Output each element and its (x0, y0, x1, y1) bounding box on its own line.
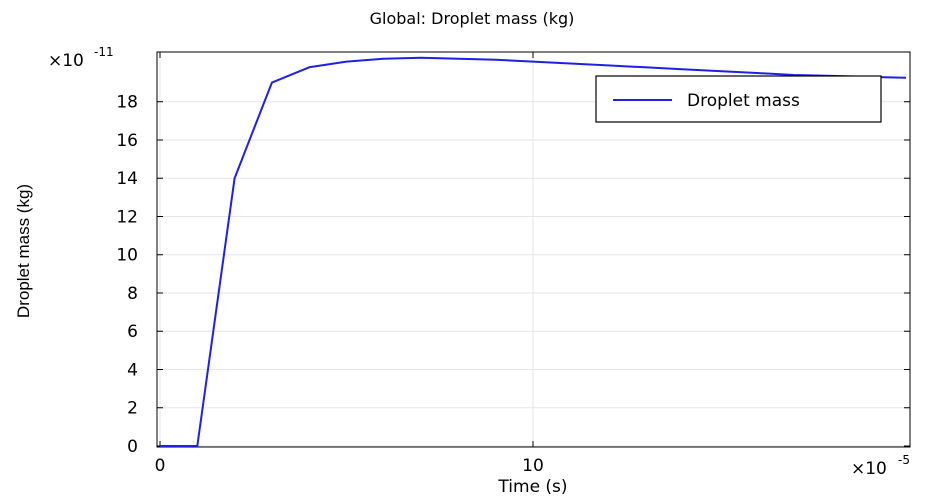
legend-label: Droplet mass (687, 91, 800, 111)
x-multiplier-base: ×10 (851, 459, 887, 479)
series-line (160, 56, 907, 447)
y-tick-label: 18 (116, 93, 138, 113)
y-multiplier: ×10 -11 (48, 45, 114, 71)
series-layer (160, 56, 907, 447)
y-multiplier-exp: -11 (94, 45, 114, 59)
x-tick-label: 0 (155, 456, 166, 476)
y-tick-label: 0 (127, 437, 138, 457)
y-axis-title: Droplet mass (kg) (14, 184, 33, 318)
y-tick-label: 6 (127, 322, 138, 342)
y-tick-label: 4 (127, 360, 138, 380)
y-multiplier-base: ×10 (48, 51, 84, 71)
y-tick-label: 2 (127, 399, 138, 419)
x-tick-label: 10 (522, 456, 544, 476)
x-multiplier-exp: -5 (898, 453, 910, 467)
legend: Droplet mass (595, 75, 882, 123)
y-tick-label: 8 (127, 284, 138, 304)
y-tick-label: 14 (116, 169, 138, 189)
y-tick-label: 10 (116, 246, 138, 266)
tick-labels: 0 2 4 6 8 10 12 14 16 18 0 10 (116, 93, 543, 476)
x-multiplier: ×10 -5 (851, 453, 910, 479)
x-axis-title: Time (s) (497, 477, 567, 497)
y-tick-label: 16 (116, 131, 138, 151)
y-tick-label: 12 (116, 207, 138, 227)
chart-title: Global: Droplet mass (kg) (370, 9, 575, 28)
